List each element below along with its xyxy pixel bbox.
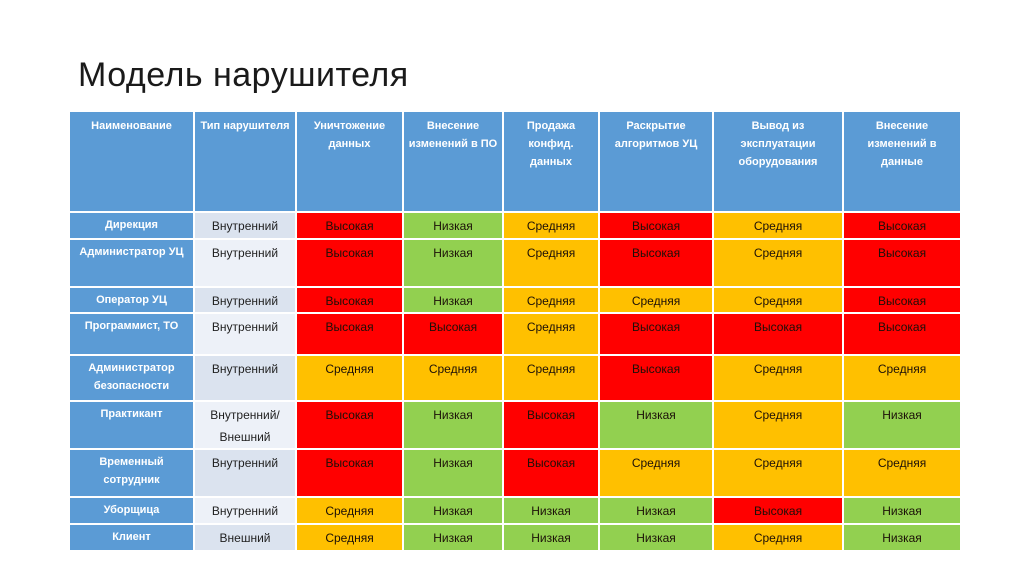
table-header-row: Наименование Тип нарушителя Уничтожение да… bbox=[70, 112, 960, 211]
header-cell: Наименование bbox=[70, 112, 193, 211]
intruder-name-cell: Временный сотрудник bbox=[70, 450, 193, 497]
risk-level-cell: Низкая bbox=[600, 524, 712, 550]
risk-level-cell: Высокая bbox=[297, 239, 402, 286]
risk-level-cell: Средняя bbox=[297, 498, 402, 523]
risk-level-cell: Высокая bbox=[504, 402, 598, 449]
intruder-type-cell: Внутренний bbox=[195, 213, 295, 238]
risk-level-cell: Низкая bbox=[404, 402, 502, 449]
intruder-type-cell: Внутренний bbox=[195, 314, 295, 355]
intruder-name-cell: Дирекция bbox=[70, 213, 193, 238]
risk-level-cell: Средняя bbox=[714, 524, 842, 550]
table-body: Дирекция Внутренний Высокая Низкая Средняя Вы… bbox=[70, 213, 960, 550]
intruder-name-cell: Клиент bbox=[70, 524, 193, 550]
risk-level-cell: Низкая bbox=[404, 524, 502, 550]
header-cell: Продажа конфид. данных bbox=[504, 112, 598, 211]
intruder-model-table: Наименование Тип нарушителя Уничтожение да… bbox=[68, 110, 962, 552]
risk-level-cell: Низкая bbox=[404, 498, 502, 523]
risk-level-cell: Высокая bbox=[600, 356, 712, 401]
table-row: Дирекция Внутренний Высокая Низкая Средняя Вы… bbox=[70, 213, 960, 238]
intruder-type-cell: Внутренний bbox=[195, 239, 295, 286]
intruder-name-cell: Уборщица bbox=[70, 498, 193, 523]
intruder-name-cell: Администратор УЦ bbox=[70, 239, 193, 286]
intruder-type-cell: Внешний bbox=[195, 524, 295, 550]
risk-level-cell: Низкая bbox=[404, 450, 502, 497]
risk-level-cell: Высокая bbox=[404, 314, 502, 355]
risk-level-cell: Средняя bbox=[600, 450, 712, 497]
risk-level-cell: Высокая bbox=[844, 287, 960, 313]
header-cell: Вывод из эксплуатации оборудования bbox=[714, 112, 842, 211]
risk-level-cell: Средняя bbox=[297, 356, 402, 401]
risk-level-cell: Низкая bbox=[844, 524, 960, 550]
risk-level-cell: Средняя bbox=[504, 356, 598, 401]
table-row: Оператор УЦ Внутренний Высокая Низкая Средня… bbox=[70, 287, 960, 313]
risk-level-cell: Средняя bbox=[714, 239, 842, 286]
table-row: Практикант Внутренний/ Внешний Высокая Низк… bbox=[70, 402, 960, 449]
risk-level-cell: Средняя bbox=[297, 524, 402, 550]
table-row: Клиент Внешний Средняя Низкая Низкая Низкая Ср… bbox=[70, 524, 960, 550]
risk-level-cell: Низкая bbox=[504, 524, 598, 550]
risk-level-cell: Высокая bbox=[600, 213, 712, 238]
risk-level-cell: Высокая bbox=[297, 314, 402, 355]
risk-level-cell: Высокая bbox=[844, 213, 960, 238]
risk-level-cell: Высокая bbox=[297, 450, 402, 497]
risk-level-cell: Средняя bbox=[504, 287, 598, 313]
risk-level-cell: Низкая bbox=[600, 498, 712, 523]
risk-level-cell: Средняя bbox=[714, 213, 842, 238]
intruder-type-cell: Внутренний/ Внешний bbox=[195, 402, 295, 449]
risk-level-cell: Низкая bbox=[404, 239, 502, 286]
header-cell: Раскрытие алгоритмов УЦ bbox=[600, 112, 712, 211]
risk-level-cell: Средняя bbox=[504, 314, 598, 355]
header-cell: Внесение изменений в ПО bbox=[404, 112, 502, 211]
table-row: Администратор УЦ Внутренний Высокая Низкая С… bbox=[70, 239, 960, 286]
risk-level-cell: Средняя bbox=[600, 287, 712, 313]
risk-level-cell: Средняя bbox=[844, 450, 960, 497]
risk-level-cell: Высокая bbox=[844, 314, 960, 355]
risk-level-cell: Низкая bbox=[504, 498, 598, 523]
table-row: Уборщица Внутренний Средняя Низкая Низкая Низ… bbox=[70, 498, 960, 523]
risk-level-cell: Высокая bbox=[844, 239, 960, 286]
intruder-type-cell: Внутренний bbox=[195, 498, 295, 523]
risk-level-cell: Высокая bbox=[504, 450, 598, 497]
risk-level-cell: Высокая bbox=[297, 213, 402, 238]
risk-level-cell: Средняя bbox=[404, 356, 502, 401]
risk-level-cell: Низкая bbox=[600, 402, 712, 449]
risk-level-cell: Низкая bbox=[404, 213, 502, 238]
risk-level-cell: Низкая bbox=[404, 287, 502, 313]
risk-level-cell: Низкая bbox=[844, 402, 960, 449]
table-row: Временный сотрудник Внутренний Высокая Низк… bbox=[70, 450, 960, 497]
risk-level-cell: Средняя bbox=[504, 239, 598, 286]
table-row: Программист, ТО Внутренний Высокая Высокая С… bbox=[70, 314, 960, 355]
table-row: Администратор безопасности Внутренний Сред… bbox=[70, 356, 960, 401]
header-cell: Внесение изменений в данные bbox=[844, 112, 960, 211]
intruder-name-cell: Программист, ТО bbox=[70, 314, 193, 355]
risk-level-cell: Средняя bbox=[714, 402, 842, 449]
header-cell: Уничтожение данных bbox=[297, 112, 402, 211]
intruder-name-cell: Администратор безопасности bbox=[70, 356, 193, 401]
intruder-name-cell: Практикант bbox=[70, 402, 193, 449]
risk-level-cell: Средняя bbox=[714, 287, 842, 313]
risk-level-cell: Средняя bbox=[844, 356, 960, 401]
intruder-type-cell: Внутренний bbox=[195, 450, 295, 497]
intruder-name-cell: Оператор УЦ bbox=[70, 287, 193, 313]
slide-title: Модель нарушителя bbox=[78, 56, 409, 94]
intruder-type-cell: Внутренний bbox=[195, 287, 295, 313]
risk-level-cell: Высокая bbox=[600, 239, 712, 286]
header-cell: Тип нарушителя bbox=[195, 112, 295, 211]
risk-level-cell: Средняя bbox=[714, 450, 842, 497]
risk-level-cell: Высокая bbox=[297, 287, 402, 313]
risk-level-cell: Высокая bbox=[714, 498, 842, 523]
risk-level-cell: Средняя bbox=[714, 356, 842, 401]
risk-level-cell: Средняя bbox=[504, 213, 598, 238]
risk-level-cell: Высокая bbox=[600, 314, 712, 355]
risk-level-cell: Высокая bbox=[714, 314, 842, 355]
risk-level-cell: Высокая bbox=[297, 402, 402, 449]
intruder-type-cell: Внутренний bbox=[195, 356, 295, 401]
risk-level-cell: Низкая bbox=[844, 498, 960, 523]
